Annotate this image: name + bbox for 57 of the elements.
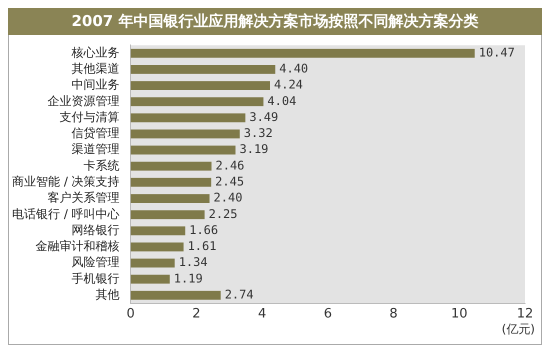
- data-label: 1.61: [188, 239, 216, 254]
- y-tick-label: 渠道管理: [72, 142, 120, 156]
- y-tick-label: 中间业务: [72, 78, 120, 92]
- data-label: 4.24: [274, 78, 303, 92]
- x-tick-label: 10: [451, 306, 468, 322]
- y-tick-label: 核心业务: [70, 45, 120, 60]
- bar: [130, 64, 276, 74]
- bar: [130, 290, 221, 300]
- data-label: 2.40: [214, 190, 242, 205]
- x-axis-title: (亿元): [500, 321, 536, 338]
- bar: [130, 258, 175, 268]
- bar: [130, 226, 186, 236]
- data-label: 3.19: [239, 142, 268, 156]
- bar: [130, 146, 236, 155]
- bar: [130, 194, 210, 203]
- x-tick-label: 2: [192, 306, 201, 322]
- y-tick-label: 信贷管理: [72, 126, 120, 140]
- y-tick-label: 风险管理: [72, 255, 120, 270]
- bar: [130, 48, 475, 58]
- y-tick-label: 手机银行: [72, 271, 120, 286]
- y-tick-label: 其他: [96, 287, 120, 302]
- data-label: 4.40: [279, 62, 308, 76]
- data-label: 2.46: [216, 158, 244, 172]
- x-tick-label: 6: [324, 306, 332, 322]
- bar: [130, 113, 246, 122]
- bar: [130, 210, 205, 220]
- bar: [130, 97, 264, 106]
- y-tick-label: 商业智能 / 决策支持: [12, 174, 120, 188]
- data-label: 2.25: [208, 206, 238, 221]
- data-label: 4.04: [267, 94, 296, 108]
- y-tick-label: 其他渠道: [72, 62, 120, 76]
- chart-title: 2007 年中国银行业应用解决方案市场按照不同解决方案分类: [8, 8, 542, 35]
- x-tick-label: 0: [126, 306, 135, 322]
- data-label: 3.49: [249, 110, 278, 124]
- x-tick-label: 8: [389, 306, 398, 322]
- bar: [130, 178, 212, 187]
- bar: [130, 162, 212, 171]
- y-tick-label: 网络银行: [72, 222, 120, 237]
- y-tick-label: 客户关系管理: [48, 190, 120, 205]
- bar: [130, 130, 240, 138]
- data-label: 2.74: [224, 287, 254, 302]
- y-tick-label: 电话银行 / 呼叫中心: [12, 206, 120, 221]
- y-tick-label: 卡系统: [84, 158, 120, 172]
- data-label: 1.19: [174, 271, 203, 286]
- data-label: 1.34: [178, 255, 208, 270]
- data-label: 2.45: [215, 174, 244, 188]
- bar: [130, 81, 270, 90]
- bar: [130, 274, 170, 284]
- data-label: 10.47: [478, 45, 515, 60]
- y-tick-label: 金融审计和稽核: [36, 239, 120, 254]
- y-tick-label: 支付与清算: [60, 110, 120, 124]
- bar: [130, 242, 184, 252]
- x-tick-label: 4: [258, 306, 266, 322]
- data-label: 3.32: [244, 126, 273, 140]
- data-label: 1.66: [189, 222, 218, 237]
- y-tick-label: 企业资源管理: [48, 94, 120, 108]
- x-tick-label: 12: [516, 306, 534, 322]
